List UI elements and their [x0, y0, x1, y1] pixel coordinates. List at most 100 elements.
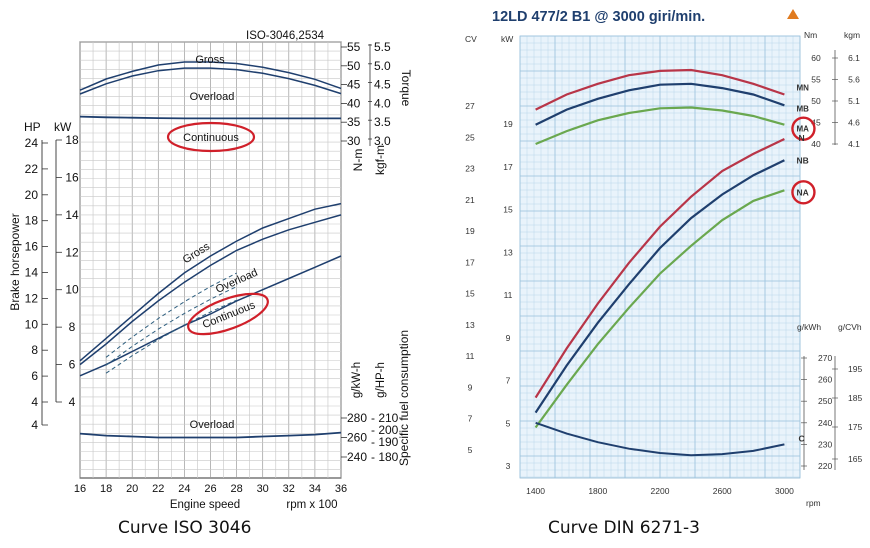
- hp-tick-label: 8: [31, 343, 38, 357]
- torque-na-circle: [791, 116, 816, 141]
- brake-horsepower-label: Brake horsepower: [8, 213, 22, 310]
- x-tick-label: 18: [100, 483, 112, 495]
- sfc-gcvh-tick-label: 165: [848, 454, 862, 464]
- torque-kgfm-tick-label: 5.5: [374, 40, 391, 54]
- sfc-ghph-unit: g/HP-h: [375, 362, 387, 398]
- x-tick-label: 32: [283, 483, 295, 495]
- cv-tick-label: 5: [468, 445, 473, 455]
- cv-tick-label: 17: [465, 257, 475, 267]
- torque-curve-mb: [535, 82, 785, 126]
- torque-kgfm-tick-label: 5.0: [374, 59, 391, 73]
- cv-tick-label: 21: [465, 195, 475, 205]
- x-tick-label: 24: [178, 483, 190, 495]
- iso-3046-chart: 16 18 20 22 24 26 28 30 32 34 36 Engine speed rpm x …: [8, 30, 413, 511]
- hp-tick-label: 4: [31, 395, 38, 409]
- sfc-ghph-tick-label: - 200: [371, 423, 399, 437]
- sfc-gkwh-unit: g/kW-h: [351, 362, 363, 398]
- sfc-gcvh-tick-label: 195: [848, 364, 862, 374]
- gkwh-unit-label: g/kWh: [797, 322, 821, 332]
- sfc-curve-c: [535, 421, 785, 457]
- torque-kgfm-tick-label: 4.5: [374, 78, 391, 92]
- torque-curve-ma: [535, 106, 785, 146]
- kw-tick-label: 10: [65, 283, 79, 297]
- kgm-unit-label: kgm: [844, 30, 860, 40]
- x-axis-unit: rpm x 100: [286, 499, 337, 511]
- right-caption: Curve DIN 6271-3: [548, 518, 700, 538]
- torque-nm-tick-label: 55: [347, 40, 361, 54]
- nm-tick-label: 45: [811, 118, 821, 128]
- sfc-gkwh-tick-label: 250: [818, 396, 832, 406]
- torque-continuous-label: Continuous: [183, 132, 239, 144]
- nm-tick-label: 55: [811, 75, 821, 85]
- x-tick-label: 36: [335, 483, 347, 495]
- power-n-label: N: [798, 133, 804, 143]
- cv-tick-label: 7: [468, 414, 473, 424]
- nm-tick-label: 50: [811, 96, 821, 106]
- sfc-ghph-tick-label: - 180: [371, 450, 399, 464]
- kw-tick-label: 6: [69, 358, 76, 372]
- chart-title: 12LD 477/2 B1 @ 3000 giri/min.: [492, 9, 705, 25]
- cv-unit-label: CV: [465, 34, 477, 44]
- torque-nm-tick-label: 40: [347, 96, 361, 110]
- din-6271-plot: 12LD 477/2 B1 @ 3000 giri/min. CV kW 5 7 9 11 1…: [465, 9, 862, 508]
- torque-curve-overload: [79, 67, 342, 95]
- iso-3046-plot: 16 18 20 22 24 26 28 30 32 34 36 Engine speed rpm x …: [8, 30, 413, 511]
- hp-tick-label: 6: [31, 369, 38, 383]
- kgm-tick-label: 4.1: [848, 139, 860, 149]
- nm-tick-label: 40: [811, 139, 821, 149]
- power-curve-gross: [79, 202, 342, 362]
- x-tick-label: 28: [230, 483, 242, 495]
- left-caption: Curve ISO 3046: [118, 518, 252, 538]
- cv-tick-label: 27: [465, 101, 475, 111]
- torque-curve-continuous: [79, 115, 341, 120]
- x-tick-label: 2200: [651, 486, 670, 496]
- cv-tick-label: 13: [465, 320, 475, 330]
- torque-na-label: MA: [796, 125, 809, 134]
- hp-tick-label: 16: [25, 240, 39, 254]
- kw-tick-label: 19: [503, 119, 513, 129]
- kw-tick-label: 13: [503, 247, 513, 257]
- power-curve-nb: [534, 159, 785, 414]
- power-partial-dashed: [105, 286, 237, 366]
- kgm-tick-label: 6.1: [848, 53, 860, 63]
- cv-tick-label: 11: [466, 351, 475, 361]
- hp-tick-label: 12: [25, 291, 39, 305]
- cv-tick-label: 9: [468, 382, 473, 392]
- sfc-gkwh-tick-label: 260: [347, 431, 367, 445]
- torque-overload-label: Overload: [190, 91, 235, 103]
- cv-tick-label: 19: [465, 226, 475, 236]
- power-partial-dashed: [105, 299, 237, 374]
- cv-tick-label: 23: [465, 164, 475, 174]
- hp-tick-label: 14: [25, 266, 39, 280]
- kgm-tick-label: 5.6: [848, 75, 860, 85]
- kw-unit-label: kW: [501, 34, 513, 44]
- nm-unit-label: Nm: [804, 30, 817, 40]
- x-tick-label: 3000: [775, 486, 794, 496]
- sfc-curve-overload: [79, 431, 342, 439]
- kw-tick-label: 5: [506, 418, 511, 428]
- kgm-tick-label: 5.1: [848, 96, 860, 106]
- sfc-gkwh-tick-label: 240: [347, 450, 367, 464]
- torque-nb-label: MB: [796, 104, 809, 113]
- nm-tick-label: 60: [811, 53, 821, 63]
- x-axis-unit: rpm: [806, 498, 821, 508]
- torque-nm-tick-label: 35: [347, 115, 361, 129]
- gcvh-unit-label: g/CVh: [838, 322, 862, 332]
- power-na-label: NA: [796, 187, 808, 197]
- kgm-tick-label: 4.6: [848, 118, 860, 128]
- kw-tick-label: 18: [65, 133, 79, 147]
- hp-tick-label: 24: [25, 136, 39, 150]
- hp-tick-label: 20: [25, 188, 39, 202]
- power-curve-na: [534, 189, 785, 429]
- x-tick-label: 34: [309, 483, 321, 495]
- torque-continuous-circle: [166, 121, 256, 153]
- torque-nm-tick-label: 30: [347, 134, 361, 148]
- sfc-gcvh-tick-label: 175: [848, 422, 862, 432]
- torque-kgfm-tick-label: 3.0: [374, 134, 391, 148]
- sfc-gkwh-tick-label: 270: [818, 353, 832, 363]
- sfc-overload-label: Overload: [190, 419, 235, 431]
- torque-nm-unit: N-m: [351, 149, 365, 172]
- hp-tick-label: 10: [25, 317, 39, 331]
- torque-curve-mn: [535, 68, 785, 111]
- x-tick-label: 1400: [526, 486, 545, 496]
